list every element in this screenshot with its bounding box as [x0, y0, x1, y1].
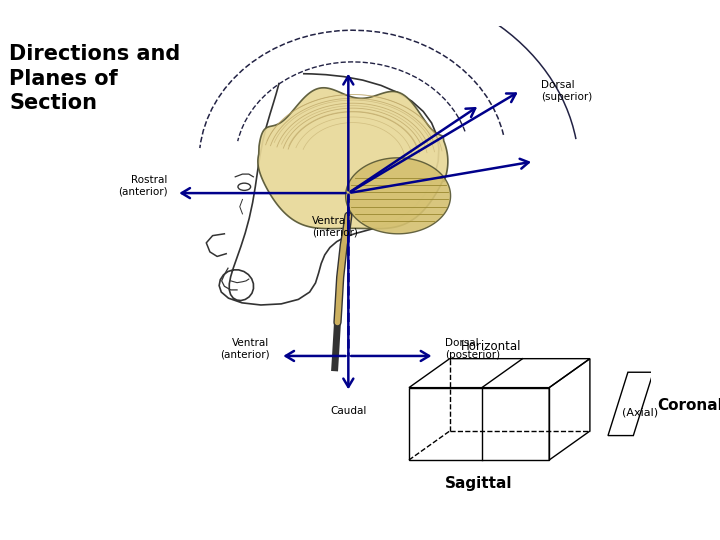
Polygon shape: [346, 158, 451, 234]
Ellipse shape: [238, 183, 251, 191]
Text: Rostral
(anterior): Rostral (anterior): [118, 175, 167, 197]
Text: Horizontal: Horizontal: [461, 340, 521, 353]
Text: Coronal: Coronal: [657, 398, 720, 413]
Text: Dorsal
(superior): Dorsal (superior): [541, 80, 593, 102]
Text: Dorsal
(posterior): Dorsal (posterior): [445, 338, 500, 360]
Text: Sagittal: Sagittal: [446, 476, 513, 491]
Text: Ventral
(anterior): Ventral (anterior): [220, 338, 269, 360]
Text: Ventra
(inferior): Ventra (inferior): [312, 215, 358, 237]
Polygon shape: [258, 88, 448, 228]
Text: Caudal: Caudal: [330, 406, 366, 416]
Text: (Axial): (Axial): [622, 408, 658, 418]
Text: Directions and
Planes of
Section: Directions and Planes of Section: [9, 44, 180, 113]
